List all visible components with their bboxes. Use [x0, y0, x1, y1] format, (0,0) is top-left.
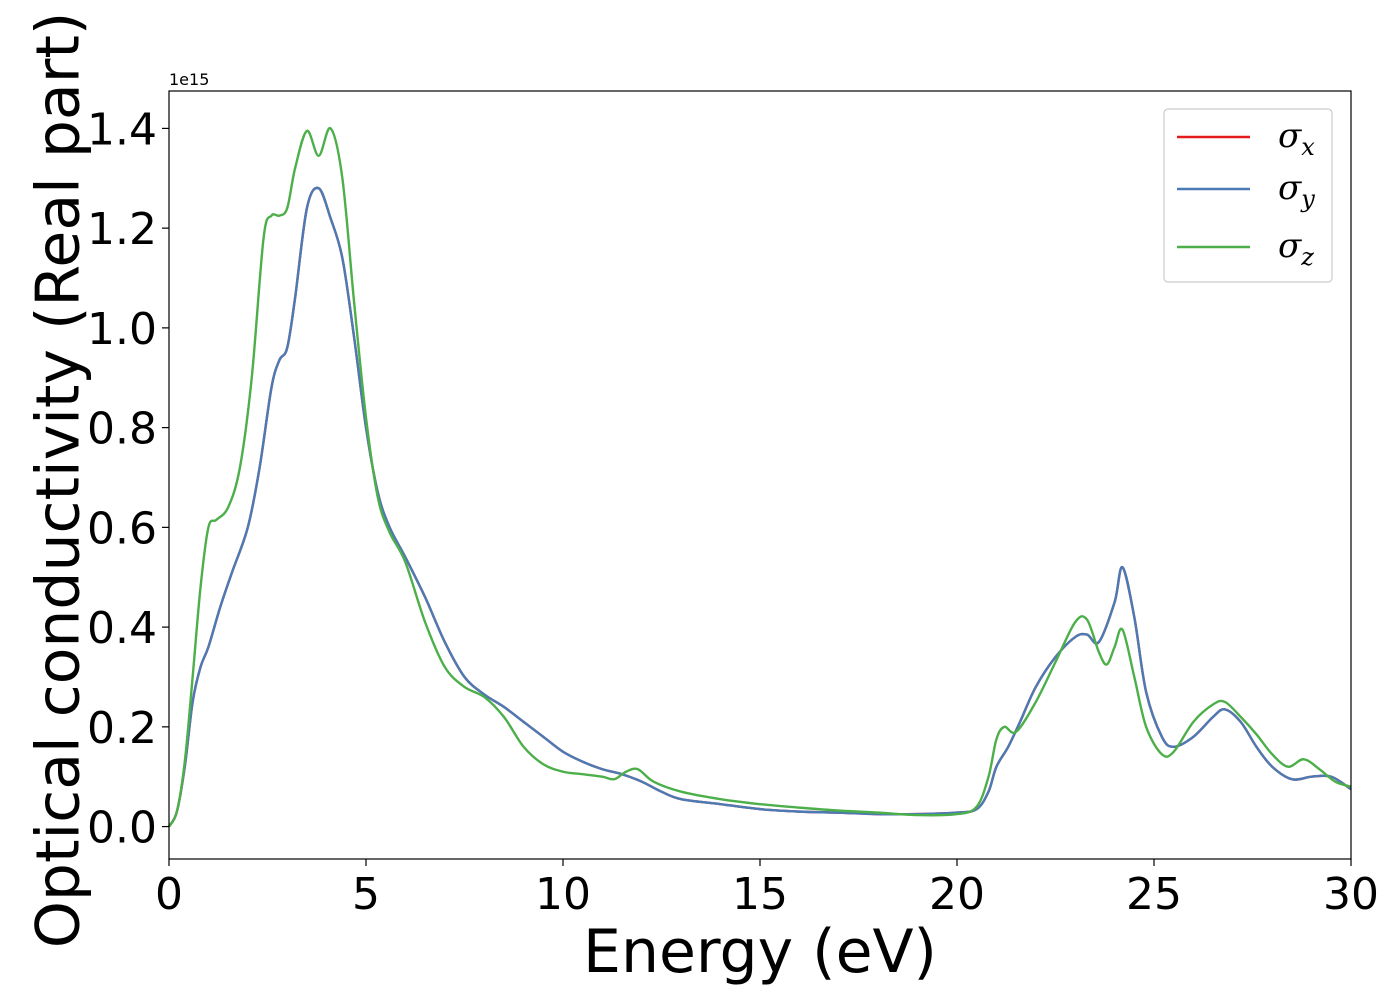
x-tick-label: 30	[1323, 869, 1379, 920]
x-tick-label: 15	[732, 869, 788, 920]
series-line-y	[167, 186, 1352, 828]
x-tick-label: 5	[352, 869, 380, 920]
legend-label-z: σz	[1278, 226, 1314, 271]
series-layer	[167, 127, 1352, 828]
x-tick-label: 20	[929, 869, 985, 920]
y-tick-label: 1.0	[87, 304, 157, 355]
x-tick-label: 0	[155, 869, 183, 920]
y-axis-title: Optical conductivity (Real part)	[24, 12, 94, 949]
legend-label-x: σx	[1278, 116, 1315, 161]
y-tick-label: 0.4	[87, 603, 157, 654]
y-tick-label: 0.0	[87, 803, 157, 854]
y-tick-label: 1.2	[87, 204, 157, 255]
y-tick-label: 0.2	[87, 703, 157, 754]
legend-box	[1163, 108, 1333, 283]
y-axis-ticks: 0.0 0.2 0.4 0.6 0.8 1.0 1.2 1.4	[87, 104, 169, 854]
x-axis-ticks: 0 5 10 15 20 25 30	[155, 859, 1379, 920]
legend-label-y: σy	[1278, 168, 1315, 213]
x-axis-title: Energy (eV)	[583, 917, 937, 987]
x-tick-label: 10	[535, 869, 591, 920]
y-tick-label: 0.8	[87, 404, 157, 455]
series-line-z	[167, 127, 1352, 828]
y-tick-label: 1.4	[87, 104, 157, 155]
legend-items: σx σy σz	[1177, 116, 1315, 271]
x-tick-label: 25	[1126, 869, 1182, 920]
y-tick-label: 0.6	[87, 503, 157, 554]
legend: σx σy σz	[1163, 108, 1333, 283]
y-axis-offset-label: 1e15	[169, 70, 209, 89]
